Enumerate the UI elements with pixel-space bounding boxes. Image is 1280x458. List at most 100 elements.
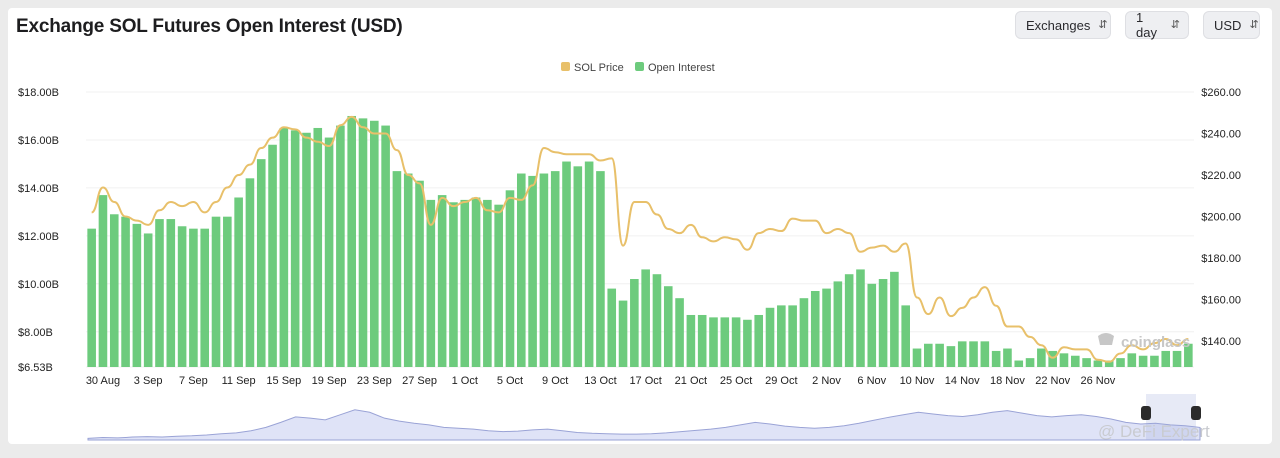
open-interest-bar[interactable] [652,274,662,367]
open-interest-bar[interactable] [279,127,289,367]
open-interest-bar[interactable] [256,159,266,367]
open-interest-bar[interactable] [143,233,153,367]
open-interest-bar[interactable] [810,290,820,367]
open-interest-bar[interactable] [743,319,752,367]
open-interest-bar[interactable] [946,346,956,367]
open-interest-bar[interactable] [539,173,549,367]
open-interest-bar[interactable] [189,228,198,367]
sol-price-line[interactable] [91,115,1189,363]
open-interest-bar[interactable] [1104,360,1114,367]
open-interest-bar[interactable] [550,171,560,367]
open-interest-bar[interactable] [833,281,843,367]
open-interest-bar[interactable] [878,279,888,367]
open-interest-bar[interactable] [1184,343,1193,367]
open-interest-bar[interactable] [1048,350,1057,367]
open-interest-bar[interactable] [584,161,594,367]
open-interest-bar[interactable] [505,190,515,367]
open-interest-bar[interactable] [1025,358,1035,367]
open-interest-bar[interactable] [1070,355,1080,367]
open-interest-bar[interactable] [1003,348,1012,367]
open-interest-bar[interactable] [290,130,300,367]
open-interest-bar[interactable] [663,286,673,367]
open-interest-bar[interactable] [1116,358,1125,367]
open-interest-bar[interactable] [969,341,978,367]
open-interest-bar[interactable] [562,161,571,367]
open-interest-bar[interactable] [415,180,424,367]
open-interest-bar[interactable] [528,175,537,367]
open-interest-bar[interactable] [1014,360,1024,367]
open-interest-bar[interactable] [1059,353,1069,367]
open-interest-bar[interactable] [1138,355,1148,367]
legend-swatch-open-interest[interactable] [635,62,644,71]
open-interest-bar[interactable] [392,171,402,367]
open-interest-bar[interactable] [618,300,628,367]
open-interest-bar[interactable] [799,298,809,367]
open-interest-bar[interactable] [381,125,390,367]
open-interest-bar[interactable] [302,132,311,367]
open-interest-bar[interactable] [935,343,944,367]
open-interest-bar[interactable] [788,305,797,367]
open-interest-bar[interactable] [449,202,458,367]
open-interest-bar[interactable] [573,166,583,367]
open-interest-bar[interactable] [675,298,684,367]
open-interest-bar[interactable] [234,197,243,367]
open-interest-bar[interactable] [991,350,1001,367]
open-interest-bar[interactable] [358,118,368,368]
open-interest-bar[interactable] [211,216,221,367]
open-interest-bar[interactable] [856,269,865,367]
open-interest-bar[interactable] [754,314,764,367]
open-interest-bar[interactable] [460,199,470,367]
open-interest-bar[interactable] [403,173,413,367]
legend-swatch-sol-price[interactable] [561,62,570,71]
open-interest-bar[interactable] [109,214,119,367]
open-interest-bar[interactable] [437,195,447,367]
open-interest-bar[interactable] [426,199,436,367]
open-interest-bar[interactable] [370,120,379,367]
currency-select[interactable]: USD ⇵ [1203,11,1260,39]
open-interest-bar[interactable] [223,216,232,367]
open-interest-bar[interactable] [720,317,730,367]
interval-select[interactable]: 1 day ⇵ [1125,10,1189,40]
open-interest-bar[interactable] [980,341,990,367]
open-interest-bar[interactable] [709,317,718,367]
open-interest-bar[interactable] [166,219,176,367]
open-interest-bar[interactable] [87,228,96,367]
open-interest-bar[interactable] [155,219,164,367]
open-interest-bar[interactable] [901,305,910,367]
open-interest-bar[interactable] [596,171,605,367]
navigator-selection[interactable] [1146,394,1196,440]
open-interest-bar[interactable] [336,125,345,367]
open-interest-bar[interactable] [607,288,617,367]
open-interest-bar[interactable] [1127,353,1137,367]
open-interest-bar[interactable] [516,173,526,367]
exchanges-select[interactable]: Exchanges ⇵ [1015,11,1111,39]
legend-label-open-interest[interactable]: Open Interest [648,62,715,74]
open-interest-bar[interactable] [132,223,142,367]
open-interest-bar[interactable] [731,317,741,367]
open-interest-bar[interactable] [844,274,854,367]
open-interest-bar[interactable] [1082,358,1091,367]
open-interest-bar[interactable] [200,228,210,367]
open-interest-bar[interactable] [1172,350,1182,367]
open-interest-bar[interactable] [1161,350,1171,367]
range-navigator[interactable] [87,394,1201,441]
open-interest-bar[interactable] [98,195,108,367]
open-interest-bar[interactable] [494,204,503,367]
open-interest-bar[interactable] [483,199,492,367]
open-interest-bar[interactable] [765,307,775,367]
open-interest-bar[interactable] [324,137,334,367]
open-interest-bar[interactable] [867,283,877,367]
open-interest-bar[interactable] [890,271,899,367]
open-interest-bar[interactable] [245,178,255,367]
open-interest-bar[interactable] [1093,360,1103,367]
open-interest-bar[interactable] [177,226,187,367]
legend-label-sol-price[interactable]: SOL Price [574,62,624,74]
open-interest-bar[interactable] [313,127,323,367]
open-interest-bar[interactable] [471,197,481,367]
open-interest-bar[interactable] [1037,348,1046,367]
open-interest-bar[interactable] [1150,355,1159,367]
open-interest-bar[interactable] [924,343,933,367]
open-interest-bar[interactable] [912,348,922,367]
open-interest-bar[interactable] [347,115,356,367]
open-interest-bar[interactable] [121,216,130,367]
